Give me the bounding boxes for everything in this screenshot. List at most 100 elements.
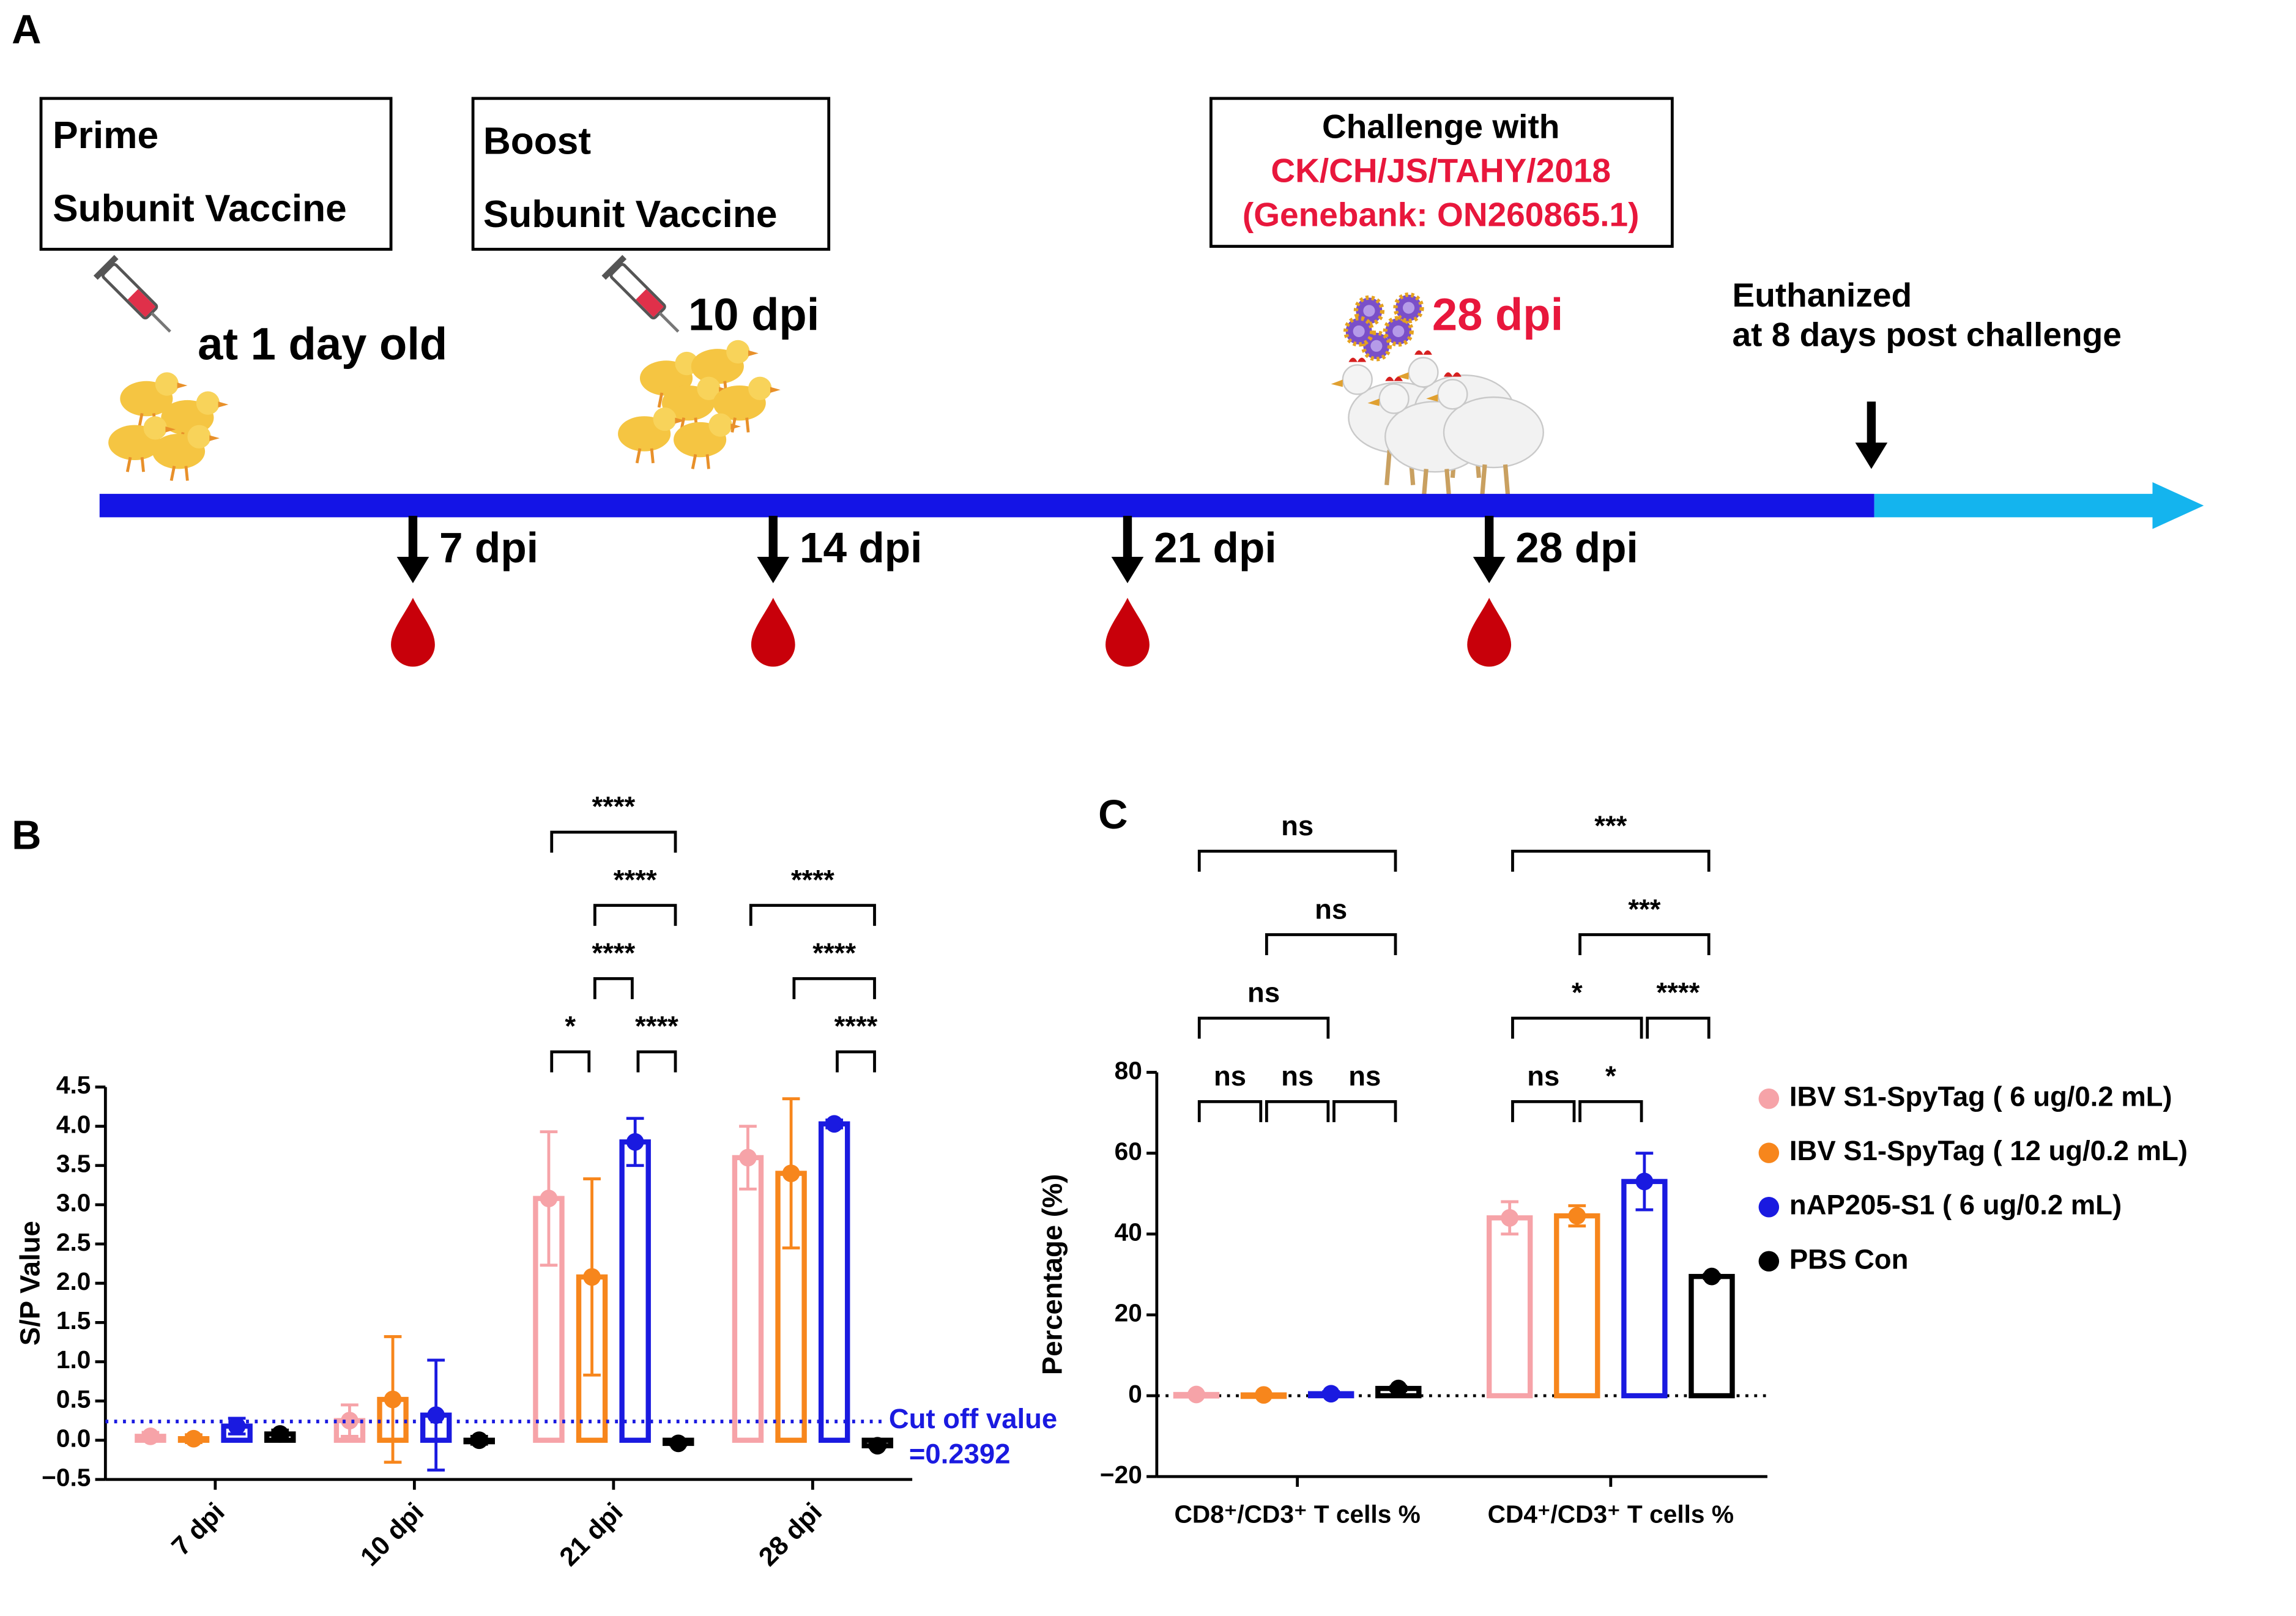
significance-label: ****: [812, 937, 856, 969]
bar: [1689, 1273, 1735, 1399]
sampling-label: 7 dpi: [439, 524, 538, 572]
mean-dot: [1635, 1172, 1654, 1191]
significance-bracket: [1578, 933, 1711, 956]
mean-dot: [782, 1164, 800, 1182]
mean-dot: [1501, 1208, 1519, 1227]
legend-marker: [1758, 1142, 1780, 1163]
significance-bracket: [550, 830, 677, 853]
significance-bracket: [1197, 1016, 1330, 1039]
y-tick-label: 3.5: [56, 1150, 91, 1178]
significance-label: ****: [614, 864, 657, 895]
chicks-icon: [618, 340, 781, 469]
significance-bracket: [593, 977, 634, 999]
panel-label: B: [12, 812, 41, 858]
mean-dot: [1187, 1385, 1205, 1404]
significance-bracket: [593, 904, 677, 926]
significance-bracket: [550, 1050, 591, 1073]
legend-label: IBV S1-SpyTag ( 6 ug/0.2 mL): [1789, 1081, 2172, 1112]
mean-dot: [825, 1115, 844, 1133]
significance-bracket: [836, 1050, 876, 1073]
mean-dot: [427, 1406, 445, 1424]
mean-dot: [540, 1190, 558, 1207]
significance-label: ns: [1315, 893, 1347, 925]
mean-dot: [384, 1390, 402, 1409]
legend-marker: [1758, 1251, 1780, 1272]
y-tick-label: 4.5: [56, 1071, 91, 1099]
mean-dot: [1322, 1385, 1340, 1403]
y-tick-label: 2.5: [56, 1228, 91, 1256]
arrow: [1855, 401, 1888, 469]
cutoff-label: Cut off value: [889, 1403, 1057, 1434]
arrow: [396, 515, 429, 584]
chicks-icon: [108, 372, 228, 480]
syringe-icon: [94, 255, 180, 342]
blood-drop: [751, 598, 795, 667]
y-tick-label: −20: [1100, 1461, 1142, 1489]
cutoff-label: =0.2392: [909, 1439, 1011, 1470]
blood-drop: [1105, 598, 1150, 667]
significance-bracket: [1265, 1100, 1330, 1122]
y-tick-label: 2.0: [56, 1267, 91, 1295]
significance-bracket: [1511, 1100, 1576, 1122]
y-tick-label: 20: [1115, 1299, 1142, 1327]
significance-bracket: [1332, 1100, 1397, 1122]
mean-dot: [868, 1437, 886, 1455]
bar: [732, 1155, 764, 1443]
y-tick-label: 1.0: [56, 1346, 91, 1374]
significance-label: ns: [1527, 1060, 1559, 1092]
panel-label: C: [1098, 792, 1128, 838]
significance-label: ****: [592, 791, 635, 822]
arrow: [1111, 515, 1144, 584]
mean-dot: [1703, 1267, 1721, 1286]
mean-dot: [1568, 1207, 1586, 1225]
significance-bracket: [636, 1050, 677, 1073]
y-tick-label: 4.0: [56, 1110, 91, 1138]
x-tick-label: 7 dpi: [166, 1497, 231, 1562]
significance-label: ns: [1281, 1060, 1313, 1092]
mean-dot: [1389, 1379, 1408, 1398]
timeline-bar: [99, 494, 1874, 518]
virus-icon: [1346, 295, 1422, 359]
significance-label: ***: [1628, 893, 1660, 925]
event-label: at 1 day old: [198, 318, 447, 369]
significance-bracket: [1265, 933, 1397, 956]
significance-bracket: [1646, 1016, 1711, 1039]
significance-bracket: [1197, 1100, 1263, 1122]
significance-bracket: [792, 977, 876, 999]
y-axis-label: Percentage (%): [1036, 1174, 1068, 1375]
challenge-box: [1209, 97, 1674, 248]
significance-label: ns: [1281, 810, 1313, 841]
box-text: CK/CH/JS/TAHY/2018: [1271, 151, 1611, 189]
arrow-head: [2152, 482, 2204, 529]
mean-dot: [626, 1133, 644, 1151]
x-tick-label: CD4⁺/CD3⁺ T cells %: [1488, 1500, 1734, 1528]
arrow: [1473, 515, 1506, 584]
y-tick-label: −0.5: [42, 1464, 91, 1492]
legend-label: IBV S1-SpyTag ( 12 ug/0.2 mL): [1789, 1135, 2188, 1166]
x-tick-label: 21 dpi: [554, 1497, 629, 1572]
mean-dot: [1255, 1386, 1272, 1404]
boost-box: [471, 97, 831, 251]
significance-bracket: [749, 904, 876, 926]
y-tick-label: 0.0: [56, 1424, 91, 1453]
mean-dot: [583, 1268, 601, 1286]
mean-dot: [669, 1434, 688, 1453]
bar: [1554, 1213, 1600, 1399]
x-tick-label: 10 dpi: [355, 1497, 429, 1572]
timeline-extension: [1874, 494, 2160, 518]
blood-drop: [1467, 598, 1512, 667]
box-text: Challenge with: [1322, 108, 1559, 146]
bar: [1486, 1215, 1533, 1399]
box-text: Prime: [53, 114, 158, 157]
significance-label: ****: [791, 864, 834, 895]
y-tick-label: 1.5: [56, 1306, 91, 1335]
event-label: 10 dpi: [688, 289, 819, 340]
prime-box: [39, 97, 393, 251]
y-axis-label: S/P Value: [15, 1221, 46, 1346]
significance-label: ***: [1594, 810, 1627, 841]
significance-label: ****: [592, 937, 635, 969]
mean-dot: [739, 1149, 757, 1167]
mean-dot: [228, 1417, 246, 1435]
significance-label: ****: [635, 1011, 678, 1042]
